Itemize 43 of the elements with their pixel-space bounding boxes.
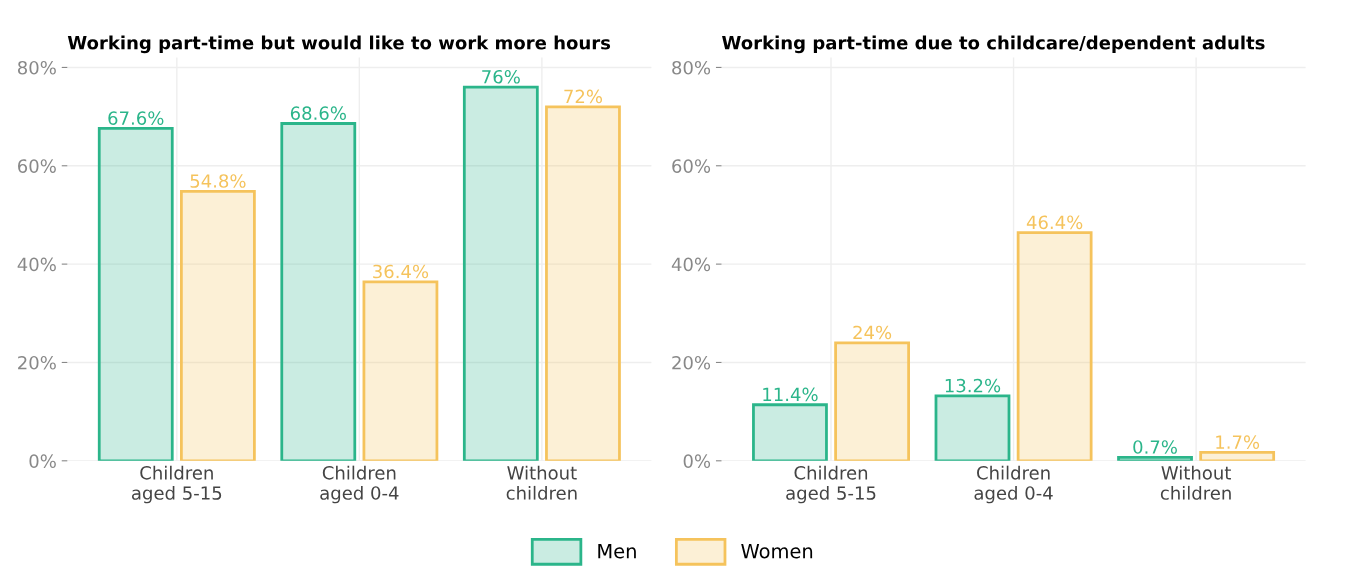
x-tick-label: Without children <box>1160 465 1231 500</box>
data-label: 54.8% <box>190 174 246 188</box>
data-label: 76% <box>482 69 520 84</box>
y-tick-label: 40% <box>17 257 56 272</box>
bar <box>362 280 439 461</box>
data-label: 46.4% <box>1026 215 1083 230</box>
bar <box>97 127 174 461</box>
y-tick-label: 80% <box>17 60 56 75</box>
x-tick-label: Children aged 5-15 <box>132 465 222 504</box>
y-tick-label: 80% <box>672 60 711 75</box>
chart-title: Working part-time due to childcare/dependent adults <box>722 35 1265 54</box>
bar <box>1199 451 1276 461</box>
legend-label: Women <box>741 543 813 559</box>
y-tick-label: 20% <box>18 355 56 370</box>
data-label: 68.6% <box>290 106 346 120</box>
bar <box>179 189 256 461</box>
bar <box>934 394 1011 461</box>
bar <box>545 105 621 461</box>
x-tick-label: Children aged 0-4 <box>974 465 1053 504</box>
data-label: 0.7% <box>1133 440 1177 454</box>
data-label: 13.2% <box>945 378 1001 393</box>
bar <box>280 122 357 461</box>
y-tick-label: 60% <box>18 159 56 173</box>
y-tick-label: 20% <box>672 355 711 370</box>
y-tick-label: 0% <box>683 454 711 468</box>
bar <box>1016 231 1093 461</box>
y-tick-label: 40% <box>671 257 711 272</box>
data-label: 72% <box>564 89 603 104</box>
chart-title: Working part-time but would like to work more hours <box>67 35 611 54</box>
bar <box>752 403 828 461</box>
legend-label: Men <box>598 543 636 559</box>
data-label: 24% <box>853 325 892 340</box>
x-tick-label: Without children <box>506 465 577 500</box>
x-tick-label: Children aged 0-4 <box>320 465 399 504</box>
x-tick-label: Children aged 5-15 <box>786 465 876 504</box>
bar <box>834 341 910 461</box>
bar <box>462 85 539 461</box>
data-label: 1.7% <box>1216 435 1260 449</box>
y-tick-label: 60% <box>672 159 711 173</box>
data-label: 36.4% <box>373 264 429 279</box>
data-label: 67.6% <box>108 111 164 125</box>
y-tick-label: 0% <box>29 454 56 468</box>
data-label: 11.4% <box>763 387 818 402</box>
